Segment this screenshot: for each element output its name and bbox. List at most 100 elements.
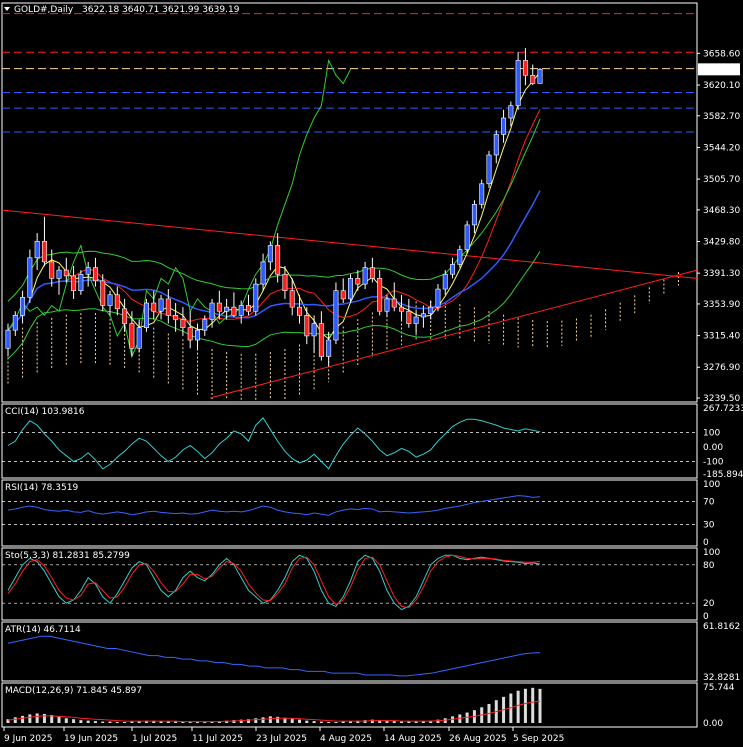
macd-bar	[72, 719, 76, 723]
price-tick-label: 3315.40	[703, 332, 740, 342]
macd-bar	[203, 722, 207, 724]
candle-body	[173, 315, 179, 320]
macd-bar	[290, 718, 294, 723]
x-axis-label: 26 Aug 2025	[449, 734, 507, 744]
rsi-line	[7, 495, 541, 516]
x-axis-label: 19 Jun 2025	[64, 734, 118, 744]
cci-tick-label: 267.7233	[703, 404, 743, 414]
candle-body	[442, 273, 448, 290]
price-tick-label: 3353.90	[703, 300, 740, 310]
macd-bar	[239, 719, 243, 723]
current-price-label: 3639.19	[703, 65, 740, 75]
candle-body	[165, 298, 171, 316]
candle-body	[56, 269, 62, 279]
macd-bar	[13, 717, 17, 723]
candle-body	[63, 269, 69, 277]
candle-body	[41, 241, 47, 263]
candle-body	[501, 117, 507, 135]
symbol-label: GOLD#,Daily	[14, 5, 74, 15]
x-axis-label: 9 Jun 2025	[4, 734, 52, 744]
candle-body	[479, 183, 485, 205]
pane-frame-price	[1, 2, 698, 403]
macd-bar	[283, 717, 287, 723]
macd-bar	[349, 721, 353, 723]
ma-yellow-line	[7, 71, 541, 340]
candle-body	[304, 315, 310, 337]
candle-body	[435, 288, 441, 308]
candle-body	[399, 306, 405, 312]
macd-bar	[101, 721, 105, 723]
candle-body	[253, 283, 259, 312]
candle-body	[231, 306, 237, 316]
candle-body	[508, 105, 514, 119]
candle-body	[537, 69, 543, 84]
x-axis-label: 14 Aug 2025	[384, 734, 442, 744]
candle-body	[282, 273, 288, 291]
macd-bar	[378, 720, 382, 723]
macd-bar	[21, 715, 25, 723]
candle-body	[457, 249, 463, 265]
candle-body	[5, 329, 11, 349]
macd-bar	[144, 720, 148, 723]
cci-tick-label: -100	[703, 458, 724, 468]
candle-body	[522, 60, 528, 76]
x-axis-label: 11 Jul 2025	[192, 734, 243, 744]
candle-body	[209, 302, 215, 320]
macd-bar	[42, 713, 46, 723]
candle-body	[369, 267, 375, 279]
macd-bar	[298, 719, 302, 723]
candle-body	[20, 296, 26, 316]
price-tick-label: 3391.30	[703, 269, 740, 279]
atr-tick-label: 32.8281	[703, 673, 740, 683]
candle-body	[289, 290, 295, 308]
candle-body	[27, 257, 33, 298]
macd-tick-label: 0.00	[703, 719, 723, 729]
band-lower-line	[7, 251, 541, 360]
macd-bar	[341, 721, 345, 723]
macd-bar	[334, 722, 338, 724]
candle-body	[297, 306, 302, 316]
macd-bar	[174, 721, 178, 723]
macd-bar	[246, 719, 250, 723]
macd-signal-line	[7, 700, 541, 723]
atr-tick-label: 61.8162	[703, 622, 740, 632]
candle-body	[333, 290, 339, 341]
candle-body	[107, 294, 113, 306]
stoch-tick-label: 20	[703, 599, 715, 609]
current-price-box	[698, 63, 740, 76]
rsi-label: RSI(14) 78.3519	[5, 483, 78, 493]
macd-bar	[523, 688, 527, 723]
macd-bar	[93, 721, 97, 723]
candle-body	[464, 224, 470, 250]
candle-body	[202, 319, 208, 331]
candle-body	[340, 290, 346, 300]
candle-body	[49, 261, 55, 279]
candle-body	[260, 261, 266, 285]
ohlc-label: 3622.18 3640.71 3621.99 3639.19	[82, 5, 240, 15]
macd-bar	[356, 720, 360, 723]
macd-bar	[64, 718, 68, 723]
candle-body	[428, 306, 434, 315]
dropdown-icon	[4, 7, 10, 11]
price-tick-label: 3239.50	[703, 394, 740, 404]
candle-body	[471, 204, 477, 226]
macd-bar	[181, 721, 185, 723]
candle-body	[238, 305, 244, 316]
candle-body	[158, 298, 164, 312]
macd-bar	[115, 722, 119, 724]
pane-frame-rsi	[1, 479, 698, 547]
macd-bar	[6, 719, 10, 723]
candle-body	[85, 267, 91, 275]
cci-tick-label: 100	[703, 428, 720, 438]
candle-body	[326, 339, 332, 357]
stoch-tick-label: 0	[703, 612, 709, 622]
macd-bar	[429, 720, 433, 723]
macd-bar	[28, 714, 32, 723]
macd-bar	[400, 721, 404, 723]
candle-body	[355, 278, 361, 285]
candle-body	[151, 302, 157, 312]
macd-bar	[268, 716, 272, 723]
candle-body	[12, 315, 18, 331]
candle-body	[71, 275, 77, 291]
